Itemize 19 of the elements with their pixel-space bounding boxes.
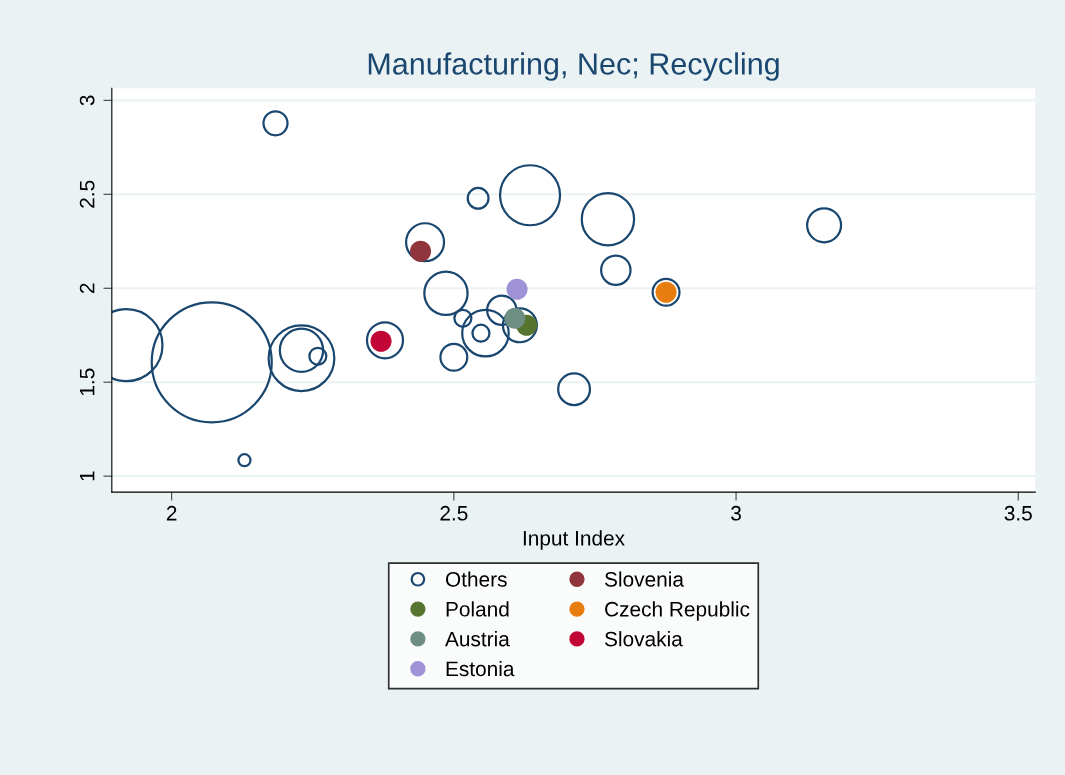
y-tick-label: 2: [79, 283, 95, 294]
y-tick-label: 1.5: [79, 368, 95, 396]
x-tick-label: 2.5: [440, 505, 468, 521]
legend-label: Slovenia: [604, 571, 684, 587]
y-tick-label: 2.5: [79, 180, 95, 208]
chart-title: Manufacturing, Nec; Recycling: [368, 52, 779, 81]
point: [506, 278, 528, 300]
legend-label: Czech Republic: [605, 601, 750, 621]
legend-label: Others: [445, 571, 507, 587]
y-tick-label: 3: [79, 95, 95, 106]
y-tick-label: 1: [79, 471, 95, 481]
legend-label: Estonia: [446, 660, 515, 677]
legend-label: Poland: [446, 601, 509, 617]
x-tick-label: 2: [166, 505, 177, 521]
x-axis-title: Input Index: [523, 530, 625, 550]
x-tick-label: 3.5: [1004, 505, 1032, 521]
x-tick-label: 3: [731, 505, 741, 521]
legend-label: Austria: [445, 631, 510, 647]
legend-label: Slovakia: [604, 631, 683, 647]
